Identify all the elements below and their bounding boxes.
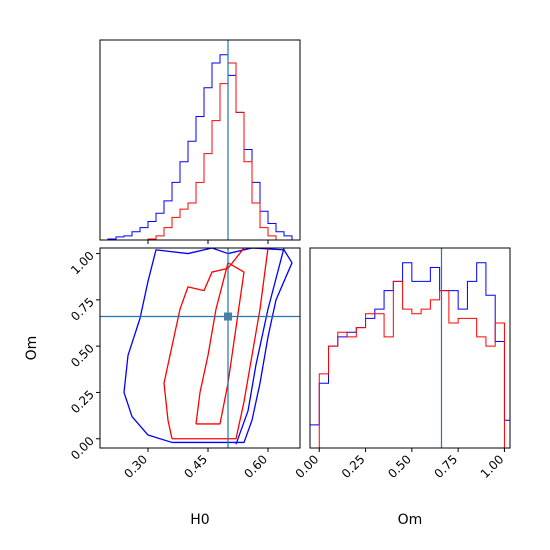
contour-group (123, 248, 293, 445)
om-hist-x-tick-label-3: 0.75 (431, 452, 460, 481)
axis-labels: H0 Om Om (24, 336, 422, 528)
joint-frame (99, 247, 301, 449)
joint-y-tick-label-4: 1.00 (68, 249, 97, 278)
y-axis-label-om: Om (24, 336, 40, 361)
om-marginal-panel: 0.00 0.25 0.50 0.75 1.00 (293, 247, 511, 481)
contour-series-1-level-0 (163, 248, 269, 440)
joint-y-tick-label-1: 0.25 (68, 387, 97, 416)
x-axis-label-h0: H0 (190, 512, 209, 528)
om-hist-frame (309, 247, 511, 449)
joint-x-tick-label-0: 0.30 (121, 452, 150, 481)
om-hist-series-0 (309, 262, 511, 448)
x-axis-label-om: Om (398, 512, 423, 528)
joint-x-tick-label-2: 0.60 (241, 452, 270, 481)
contour-series-0-level-0 (123, 248, 293, 444)
h0-om-joint-panel: 0.30 0.45 0.60 0.00 0.25 0.50 0.75 1.00 (68, 247, 301, 481)
joint-y-tick-label-2: 0.50 (68, 341, 97, 370)
contour-series-1-level-1 (195, 262, 245, 425)
h0-hist-series-0 (107, 54, 293, 240)
contour-series-0-level-1 (235, 248, 285, 445)
om-hist-x-tick-label-2: 0.50 (385, 452, 414, 481)
joint-y-tick-label-3: 0.75 (68, 295, 97, 324)
h0-hist-frame (99, 39, 301, 241)
joint-y-tick-label-0: 0.00 (68, 434, 97, 463)
joint-x-tick-label-1: 0.45 (181, 452, 210, 481)
h0-hist-series-1 (147, 62, 277, 240)
h0-marginal-panel (99, 39, 301, 244)
om-hist-x-tick-label-0: 0.00 (293, 452, 322, 481)
joint-truth-marker (224, 312, 232, 321)
om-hist-x-tick-label-4: 1.00 (478, 452, 507, 481)
om-hist-series-1 (318, 280, 505, 448)
om-hist-x-tick-label-1: 0.25 (339, 452, 368, 481)
